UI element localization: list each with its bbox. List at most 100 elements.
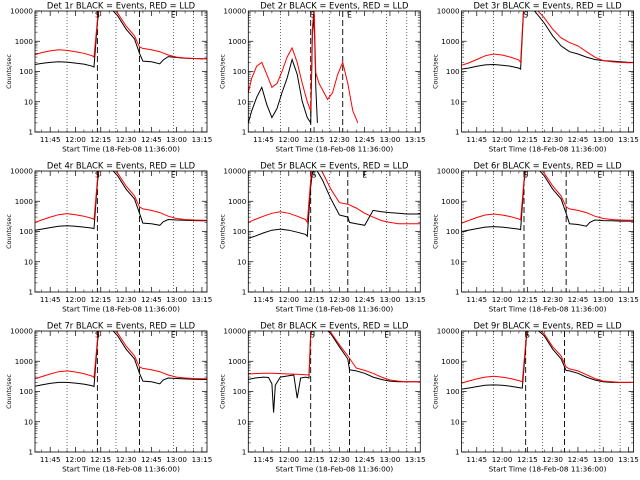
y-tick-label: 10000 <box>223 167 246 176</box>
y-tick-label: 10 <box>450 97 460 106</box>
x-tick-label: 12:30 <box>542 455 563 464</box>
panel-title: Det 8r BLACK = Events, RED = LLD <box>260 321 408 331</box>
y-tick-label: 1000 <box>228 357 247 366</box>
y-tick-label: 10 <box>237 257 247 266</box>
plot-frame <box>34 10 208 133</box>
x-tick-label: 11:45 <box>466 295 487 304</box>
lld-series-line <box>248 11 359 124</box>
plot-frame <box>247 10 421 133</box>
events-series-line <box>35 331 207 388</box>
y-tick-label: 100 <box>233 67 247 76</box>
panel-title: Det 1r BLACK = Events, RED = LLD <box>47 1 195 11</box>
y-tick-label: 100 <box>446 387 460 396</box>
series-group <box>35 331 207 388</box>
x-axis-label: Start Time (18-Feb-08 11:36:00) <box>275 465 393 474</box>
lld-series-line <box>35 11 207 60</box>
series-group <box>461 171 634 232</box>
events-series-line <box>35 11 207 68</box>
x-axis-label: Start Time (18-Feb-08 11:36:00) <box>275 145 393 154</box>
x-tick-label: 12:30 <box>116 455 137 464</box>
panel-det-1: Det 1r BLACK = Events, RED = LLD Counts/s… <box>6 1 212 154</box>
marker-letter-s: S <box>95 171 100 180</box>
y-tick-label: 10000 <box>10 327 33 336</box>
x-tick-label: 11:45 <box>253 455 274 464</box>
y-tick-label: 1000 <box>441 357 460 366</box>
x-tick-label: 12:15 <box>90 135 111 144</box>
x-tick-label: 12:15 <box>517 295 538 304</box>
y-tick-label: 10000 <box>10 7 33 16</box>
x-axis-label: Start Time (18-Feb-08 11:36:00) <box>62 305 180 314</box>
x-tick-label: 12:00 <box>65 455 86 464</box>
y-tick-label: 100 <box>19 67 33 76</box>
marker-letter-s: S <box>523 171 528 180</box>
x-tick-label: 13:15 <box>405 455 426 464</box>
x-tick-label: 12:15 <box>90 455 111 464</box>
marker-lines <box>280 331 408 452</box>
plot-frame <box>247 170 421 293</box>
x-tick-label: 12:45 <box>141 455 162 464</box>
x-tick-label: 12:15 <box>90 295 111 304</box>
y-tick-label: 10000 <box>10 167 33 176</box>
series-group <box>35 11 207 68</box>
y-tick-label: 1 <box>28 128 33 137</box>
x-tick-label: 12:45 <box>354 135 375 144</box>
x-tick-label: 13:00 <box>593 295 614 304</box>
y-tick-label: 1000 <box>441 37 460 46</box>
panel-title: Det 9r BLACK = Events, RED = LLD <box>473 321 621 331</box>
marker-letter-s: S <box>310 11 315 20</box>
x-tick-label: 13:00 <box>166 135 187 144</box>
x-tick-label: 12:30 <box>542 135 563 144</box>
y-tick-label: 1 <box>28 448 33 457</box>
lld-series-line <box>248 171 421 225</box>
marker-letter-e: E <box>597 171 602 180</box>
y-tick-label: 10 <box>237 97 247 106</box>
x-tick-label: 13:00 <box>166 455 187 464</box>
y-tick-label: 1 <box>28 288 33 297</box>
y-tick-label: 10 <box>450 417 460 426</box>
y-tick-label: 10 <box>450 257 460 266</box>
plot-frame <box>34 330 208 453</box>
x-tick-label: 13:15 <box>405 295 426 304</box>
x-tick-label: 12:00 <box>278 295 299 304</box>
marker-letter-e: E <box>362 171 367 180</box>
y-tick-label: 1 <box>455 288 460 297</box>
y-tick-label: 1000 <box>228 37 247 46</box>
x-tick-label: 13:15 <box>405 135 426 144</box>
x-axis-label: Start Time (18-Feb-08 11:36:00) <box>62 465 180 474</box>
x-tick-label: 11:45 <box>40 295 61 304</box>
x-tick-label: 12:15 <box>304 455 325 464</box>
y-tick-label: 100 <box>446 227 460 236</box>
x-tick-label: 13:00 <box>380 455 401 464</box>
y-tick-label: 1000 <box>15 357 34 366</box>
marker-letter-s: S <box>95 11 100 20</box>
marker-letter-e: E <box>171 171 176 180</box>
x-tick-label: 12:15 <box>304 295 325 304</box>
x-tick-label: 11:45 <box>253 135 274 144</box>
x-axis-label: Start Time (18-Feb-08 11:36:00) <box>489 465 607 474</box>
y-tick-label: 100 <box>233 387 247 396</box>
x-tick-label: 12:30 <box>329 295 350 304</box>
y-tick-label: 1000 <box>15 37 34 46</box>
y-axis-label: Counts/sec <box>433 54 440 89</box>
x-axis-label: Start Time (18-Feb-08 11:36:00) <box>275 305 393 314</box>
lld-series-line <box>461 11 634 66</box>
lld-series-line <box>35 171 207 223</box>
x-tick-label: 12:30 <box>329 455 350 464</box>
marker-letter-e: E <box>347 11 352 20</box>
plot-frame <box>461 170 635 293</box>
y-tick-label: 100 <box>19 387 33 396</box>
x-tick-label: 11:45 <box>40 135 61 144</box>
x-tick-label: 12:45 <box>354 295 375 304</box>
x-tick-label: 13:00 <box>593 135 614 144</box>
marker-letter-s: S <box>95 331 100 340</box>
lld-series-line <box>461 331 634 384</box>
series-group <box>248 171 421 239</box>
panel-det-4: Det 4r BLACK = Events, RED = LLD Counts/s… <box>6 161 212 314</box>
y-tick-label: 10 <box>237 417 247 426</box>
series-group <box>248 331 421 413</box>
panel-title: Det 5r BLACK = Events, RED = LLD <box>260 161 408 171</box>
marker-lines <box>493 11 621 132</box>
x-axis-label: Start Time (18-Feb-08 11:36:00) <box>489 305 607 314</box>
